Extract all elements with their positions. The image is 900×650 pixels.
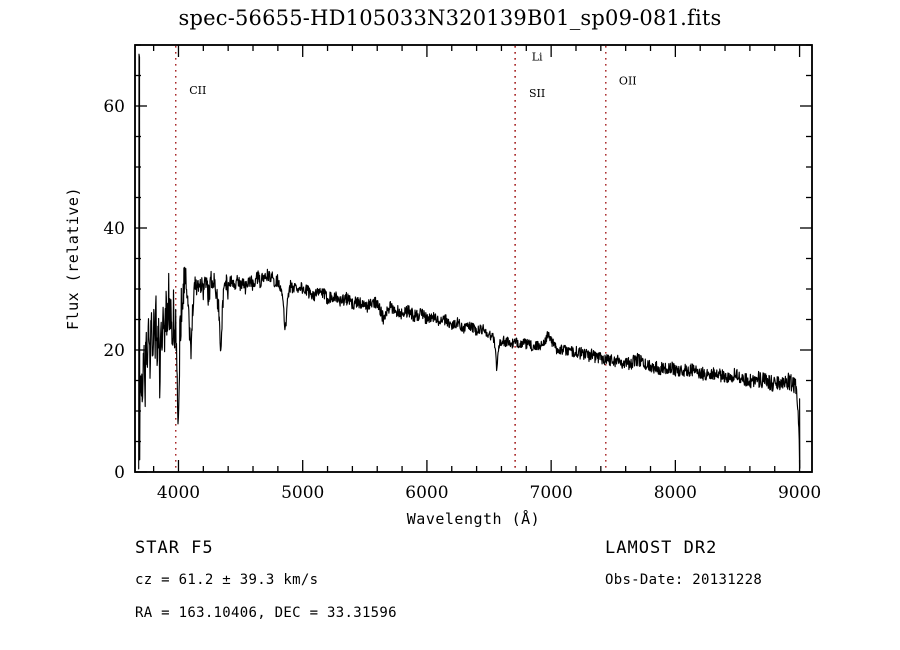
x-axis-tick-label: 7000 [530, 483, 573, 503]
y-axis-tick-label: 40 [103, 219, 125, 239]
metadata-object-class: STAR F5 [135, 538, 214, 558]
y-axis-tick-label: 0 [114, 463, 125, 483]
metadata-redshift-velocity: cz = 61.2 ± 39.3 km/s [135, 572, 319, 588]
x-axis-tick-label: 8000 [654, 483, 697, 503]
spectral-line-label-oii: OII [619, 75, 637, 88]
x-axis-title: Wavelength (Å) [407, 509, 540, 528]
plot-frame-overlay [134, 44, 813, 473]
y-axis-tick-label: 60 [103, 97, 125, 117]
metadata-obs-date: Obs-Date: 20131228 [605, 572, 763, 588]
metadata-survey: LAMOST DR2 [605, 538, 718, 558]
x-axis-tick-label: 5000 [281, 483, 324, 503]
metadata-coordinates: RA = 163.10406, DEC = 33.31596 [135, 605, 397, 621]
spectral-line-label-li: Li [532, 50, 543, 63]
y-axis-title: Flux (relative) [64, 187, 82, 330]
plot-frame [134, 44, 813, 473]
page-title: spec-56655-HD105033N320139B01_sp09-081.f… [178, 6, 722, 30]
x-axis-tick-label: 4000 [157, 483, 200, 503]
x-axis-tick-label: 9000 [778, 483, 821, 503]
spectral-line-label-sii: SII [529, 87, 545, 100]
y-axis-tick-label: 20 [103, 341, 125, 361]
x-axis-tick-label: 6000 [405, 483, 448, 503]
spectrum-trace [138, 53, 801, 470]
spectral-line-label-cii: CII [189, 84, 206, 97]
